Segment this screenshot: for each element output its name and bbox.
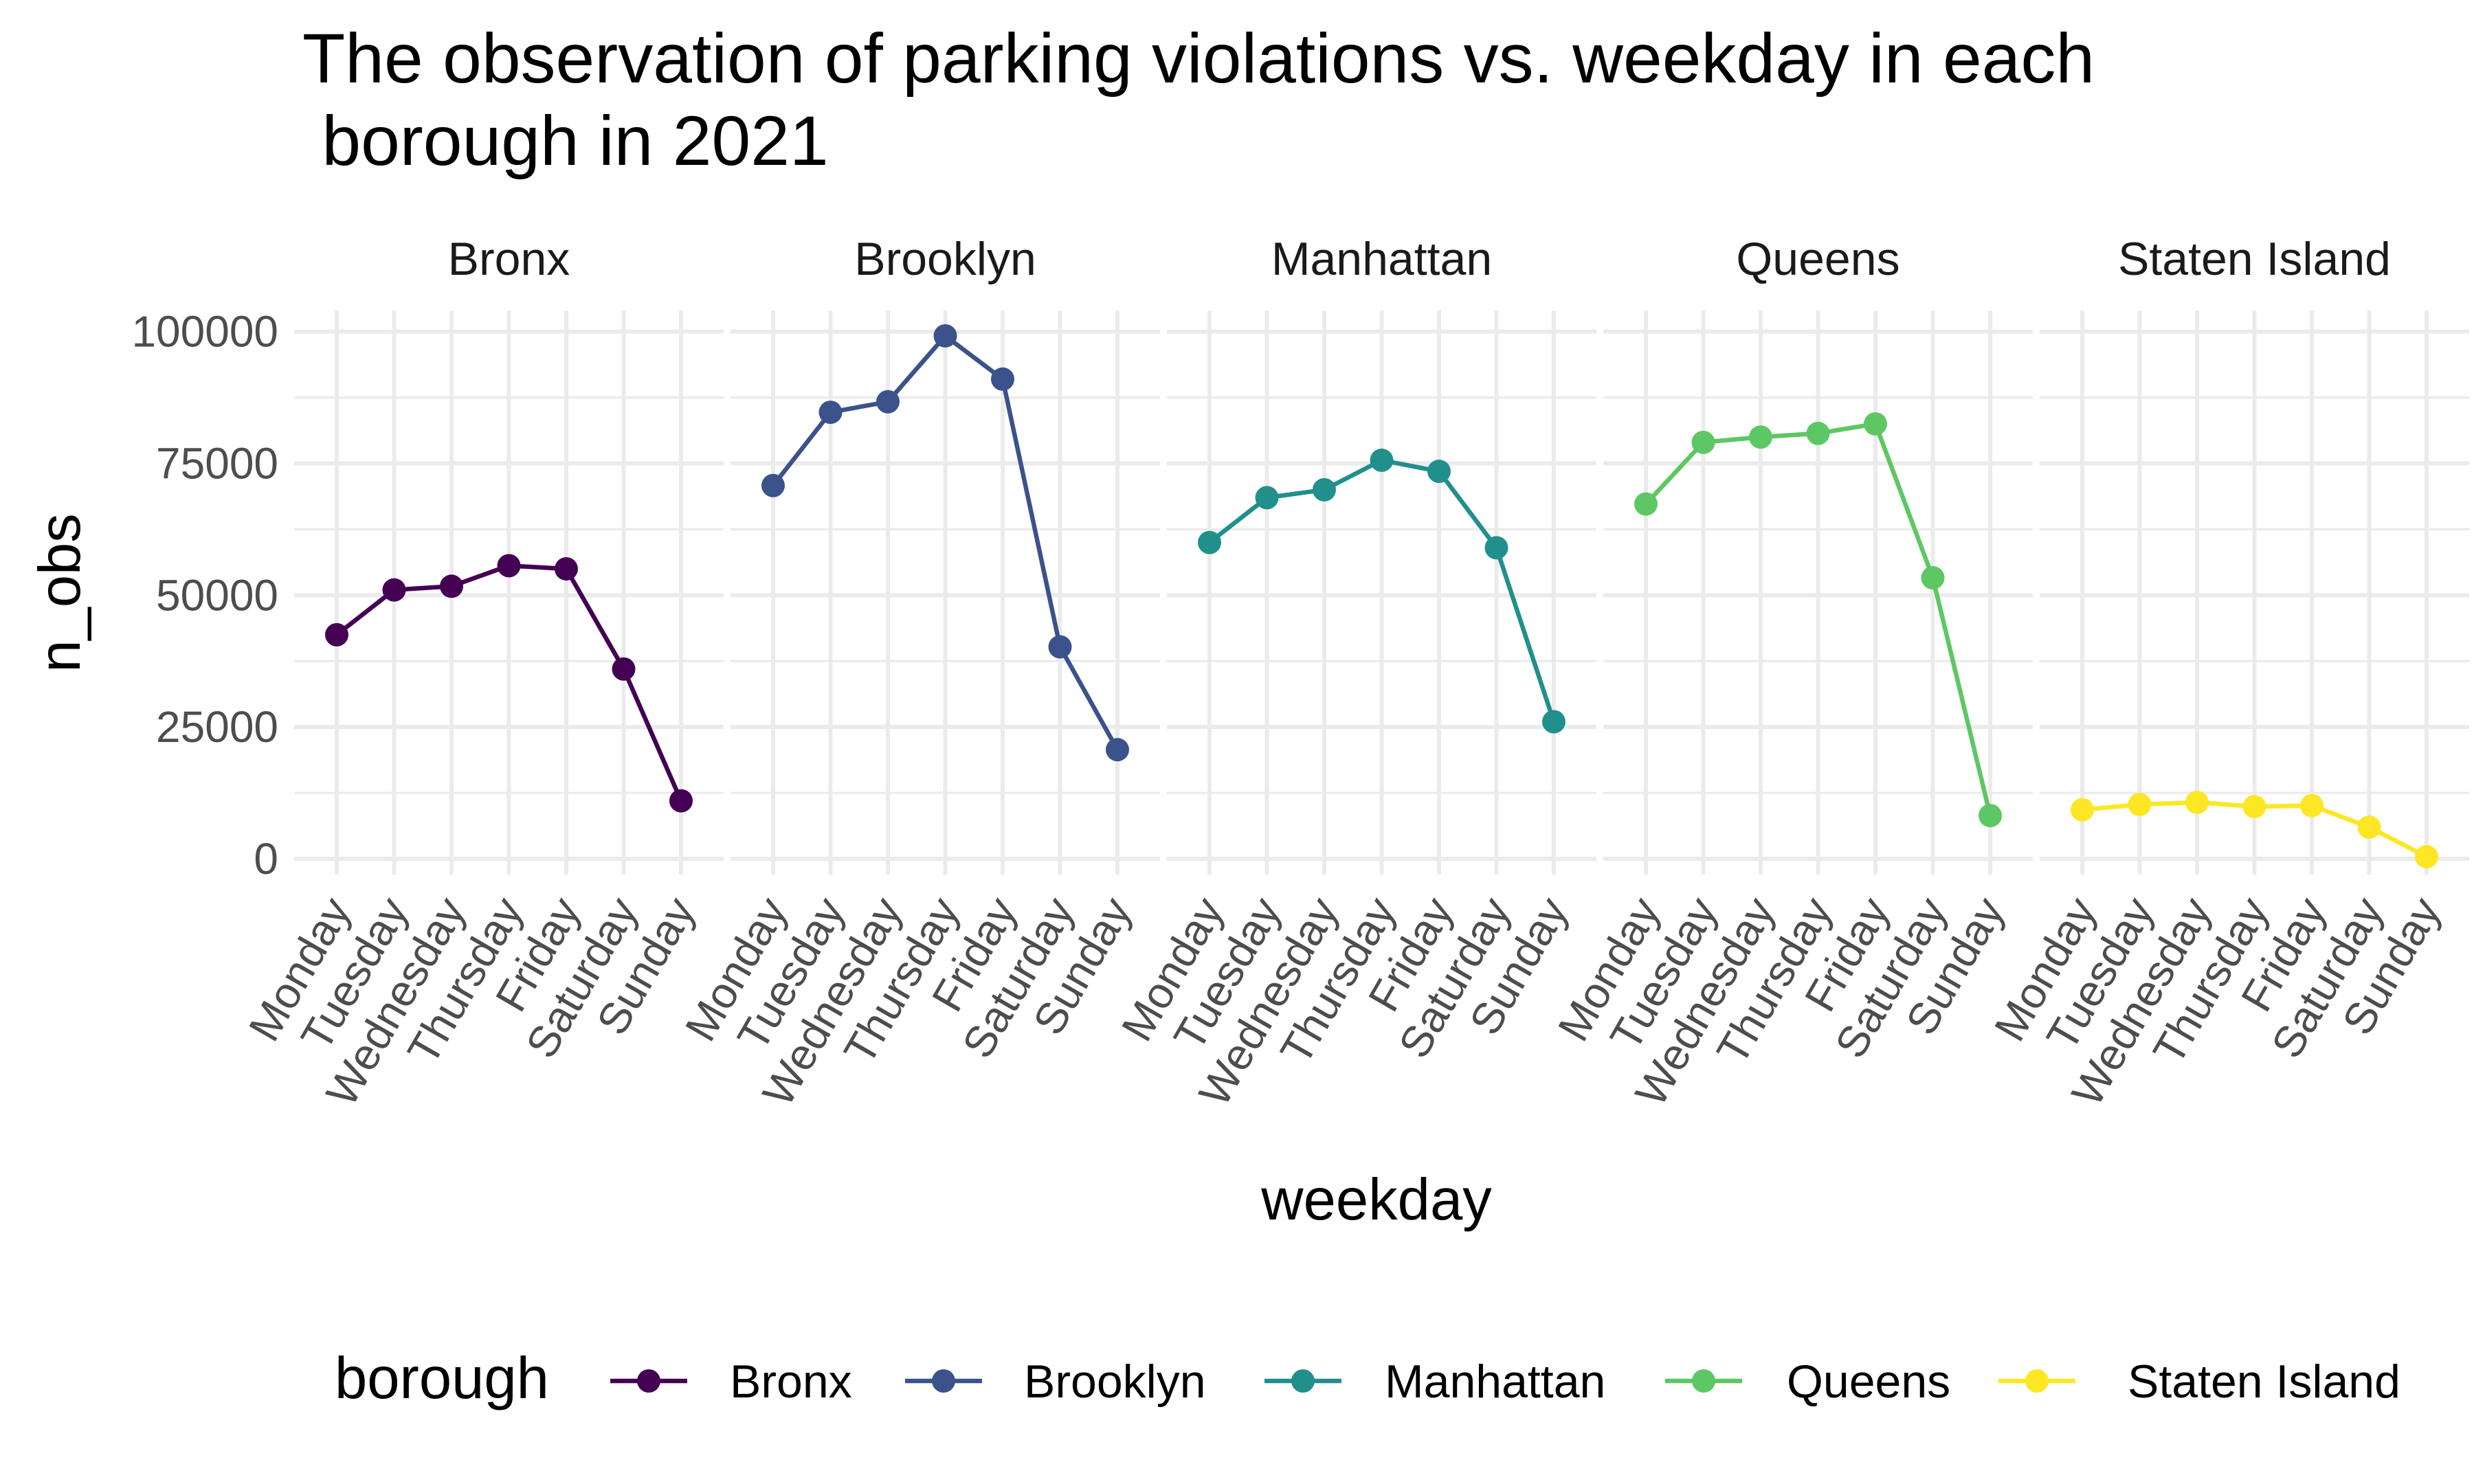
- facet-strip-label: Brooklyn: [854, 233, 1036, 285]
- data-point: [669, 789, 693, 813]
- data-point: [1979, 804, 2002, 828]
- legend-label: Bronx: [730, 1356, 852, 1408]
- data-point: [497, 554, 521, 578]
- data-point: [2242, 795, 2266, 819]
- chart-title: The observation of parking violations vs…: [302, 19, 2095, 98]
- data-point: [555, 556, 578, 581]
- legend-key-point: [2025, 1369, 2049, 1393]
- data-point: [1048, 635, 1072, 659]
- legend-label: Queens: [1787, 1356, 1950, 1408]
- legend-title: borough: [335, 1346, 549, 1411]
- legend-label: Brooklyn: [1024, 1356, 1206, 1408]
- data-point: [382, 578, 406, 602]
- data-point: [876, 390, 900, 414]
- data-point: [2415, 844, 2438, 868]
- data-point: [761, 473, 785, 497]
- x-axis-title: weekday: [1260, 1167, 1492, 1233]
- data-point: [2357, 815, 2381, 839]
- data-point: [1749, 425, 1772, 449]
- legend: Bronx Brooklyn Manhattan Queens Staten Islan…: [610, 1356, 2400, 1408]
- data-point: [1484, 536, 1508, 560]
- legend-label: Staten Island: [2128, 1356, 2400, 1408]
- data-point: [1370, 448, 1394, 472]
- facet-strip-label: Queens: [1736, 233, 1899, 285]
- legend-key-point: [1291, 1369, 1315, 1393]
- y-tick-label: 75000: [156, 439, 278, 488]
- facet-panel-manhattan: ManhattanMondayTuesdayWednesdayThursdayF…: [1112, 233, 1596, 1114]
- data-point: [1806, 421, 1830, 445]
- data-point: [1198, 530, 1221, 554]
- data-point: [1691, 430, 1715, 454]
- data-point: [612, 657, 636, 681]
- data-point: [440, 574, 463, 598]
- data-point: [1106, 738, 1129, 762]
- facet-strip-label: Bronx: [448, 233, 570, 285]
- data-point: [991, 367, 1014, 391]
- facet-strip-label: Manhattan: [1271, 233, 1492, 285]
- data-point: [1255, 486, 1279, 510]
- facet-strip-label: Staten Island: [2118, 233, 2391, 285]
- legend-key-point: [1692, 1369, 1715, 1393]
- data-point: [1864, 412, 1887, 436]
- data-point: [1313, 477, 1336, 502]
- data-point: [818, 401, 843, 425]
- data-point: [2300, 794, 2323, 818]
- facet-panel-queens: QueensMondayTuesdayWednesdayThursdayFrid…: [1548, 233, 2033, 1114]
- data-point: [1634, 492, 1658, 516]
- legend-label: Manhattan: [1385, 1356, 1605, 1408]
- legend-item-queens: Queens: [1665, 1356, 1950, 1408]
- facet-panel-bronx: BronxMondayTuesdayWednesdayThursdayFrida…: [239, 233, 724, 1114]
- facet-panel-staten-island: Staten IslandMondayTuesdayWednesdayThurs…: [1985, 233, 2469, 1114]
- y-axis: 0 25000 50000 75000 100000: [131, 307, 278, 884]
- facet-panels: BronxMondayTuesdayWednesdayThursdayFrida…: [131, 233, 2469, 1114]
- y-tick-label: 100000: [131, 307, 278, 357]
- y-tick-label: 25000: [156, 702, 278, 752]
- y-axis-title: n_obs: [27, 513, 93, 673]
- data-point: [1921, 566, 1945, 590]
- legend-item-staten-island: Staten Island: [1998, 1356, 2400, 1408]
- y-tick-label: 50000: [156, 570, 278, 620]
- legend-key-point: [637, 1369, 660, 1393]
- legend-item-bronx: Bronx: [610, 1356, 852, 1408]
- legend-item-manhattan: Manhattan: [1264, 1356, 1605, 1408]
- data-point: [2128, 792, 2152, 816]
- facet-panel-brooklyn: BrooklynMondayTuesdayWednesdayThursdayFr…: [676, 233, 1160, 1114]
- data-point: [1542, 710, 1565, 734]
- y-tick-label: 0: [254, 834, 278, 884]
- data-point: [325, 622, 348, 647]
- data-point: [1427, 460, 1451, 484]
- chart-title-line2: borough in 2021: [302, 102, 829, 180]
- data-point: [2071, 798, 2094, 822]
- legend-key-point: [932, 1369, 955, 1393]
- data-point: [933, 324, 957, 348]
- data-point: [2185, 790, 2209, 814]
- legend-item-brooklyn: Brooklyn: [905, 1356, 1206, 1408]
